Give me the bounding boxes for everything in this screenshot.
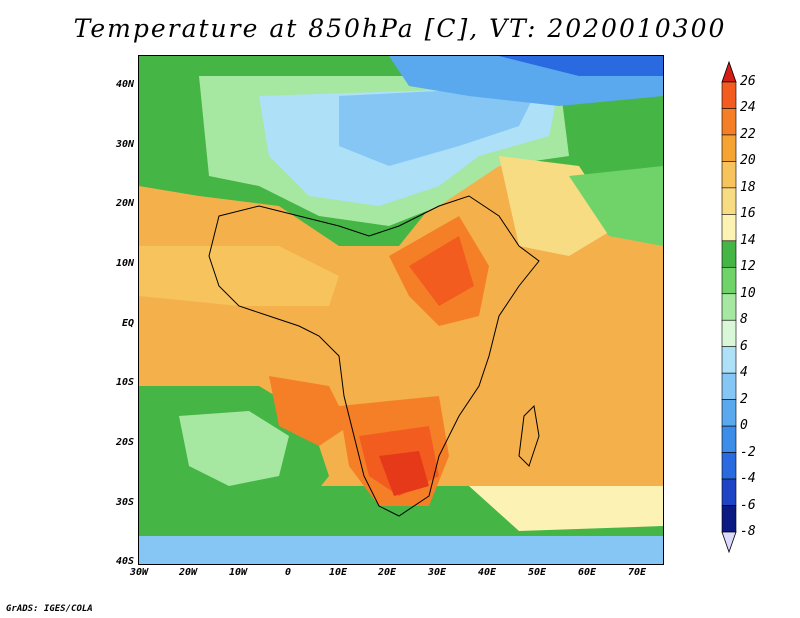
map-panel (138, 55, 664, 565)
colorbar-swatch (721, 134, 737, 162)
botswana-peak (379, 451, 429, 496)
colorbar-label: 20 (740, 153, 756, 169)
lat-label-20s: 20S (115, 437, 134, 448)
lat-label-10s: 10S (115, 377, 134, 388)
colorbar-label: 26 (740, 74, 756, 89)
lon-label-50e: 50E (527, 567, 547, 578)
colorbar-swatch (721, 161, 737, 189)
colorbar-top-arrow (721, 60, 737, 83)
colorbar-swatch (721, 372, 737, 400)
colorbar-swatch (721, 108, 737, 136)
lat-label-30n: 30N (115, 139, 134, 150)
colorbar-swatch (721, 346, 737, 374)
lon-label-20e: 20E (377, 567, 397, 578)
africa-coastline (208, 195, 540, 517)
colorbar-label: 22 (740, 126, 756, 142)
colorbar-label: 6 (740, 338, 748, 354)
colorbar-swatch (721, 240, 737, 268)
colorbar-label: 24 (740, 100, 756, 116)
colorbar-label: 12 (740, 259, 756, 275)
arabian-sea-green (569, 166, 663, 246)
colorbar-swatch (721, 266, 737, 295)
colorbar-label: 4 (740, 365, 748, 381)
lon-label-60e: 60E (577, 567, 597, 578)
lat-label-20n: 20N (115, 198, 134, 209)
colorbar-swatch (721, 214, 737, 242)
lat-label-10n: 10N (115, 258, 134, 269)
credit-text: GrADS: IGES/COLA (6, 604, 93, 614)
south-indian-yellow (469, 486, 663, 531)
temperature-map (139, 56, 663, 564)
colorbar-swatch (721, 187, 737, 215)
chart-title: Temperature at 850hPa [C], VT: 202001030… (73, 14, 727, 43)
sudan-hot-core (409, 236, 474, 306)
lon-label-20w: 20W (178, 567, 198, 578)
south-atlantic-pale (179, 411, 289, 486)
colorbar-label: -8 (740, 524, 756, 539)
colorbar-label: 14 (740, 232, 756, 248)
colorbar-label: 16 (740, 206, 756, 222)
colorbar-swatch (721, 293, 737, 321)
lat-label-30s: 30S (115, 497, 134, 508)
colorbar-label: 18 (740, 179, 756, 195)
angola-hot (269, 376, 349, 446)
turkey-cold (499, 56, 663, 76)
lat-label-40s: 40S (115, 556, 134, 567)
colorbar-swatch (721, 505, 737, 533)
colorbar-swatch (721, 81, 737, 109)
colorbar-swatch (721, 399, 737, 427)
lon-label-30w: 30W (129, 567, 149, 578)
colorbar-swatch (721, 425, 737, 453)
colorbar-label: 10 (740, 285, 756, 301)
colorbar-swatch (721, 452, 737, 480)
southern-ocean-cold (139, 536, 663, 564)
lon-label-40e: 40E (477, 567, 497, 578)
madagascar-outline (518, 404, 540, 467)
colorbar-label: 0 (740, 418, 748, 434)
colorbar-label: -4 (740, 471, 756, 487)
west-africa-yellow (139, 246, 339, 306)
lon-label-30e: 30E (427, 567, 447, 578)
lon-label-10e: 10E (328, 567, 348, 578)
colorbar-label: -6 (740, 497, 756, 513)
libya-blue (339, 86, 539, 166)
lat-label-40n: 40N (115, 79, 134, 90)
lat-label-eq: EQ (121, 318, 134, 329)
colorbar-label: 8 (740, 312, 748, 328)
colorbar-label: -2 (740, 444, 756, 460)
lon-label-10w: 10W (228, 567, 248, 578)
lon-label-0: 0 (284, 567, 292, 578)
colorbar-swatch (721, 478, 737, 506)
colorbar-bottom-arrow (721, 531, 737, 554)
colorbar-label: 2 (740, 391, 748, 407)
lon-label-70e: 70E (627, 567, 647, 578)
colorbar-swatch (721, 319, 737, 348)
